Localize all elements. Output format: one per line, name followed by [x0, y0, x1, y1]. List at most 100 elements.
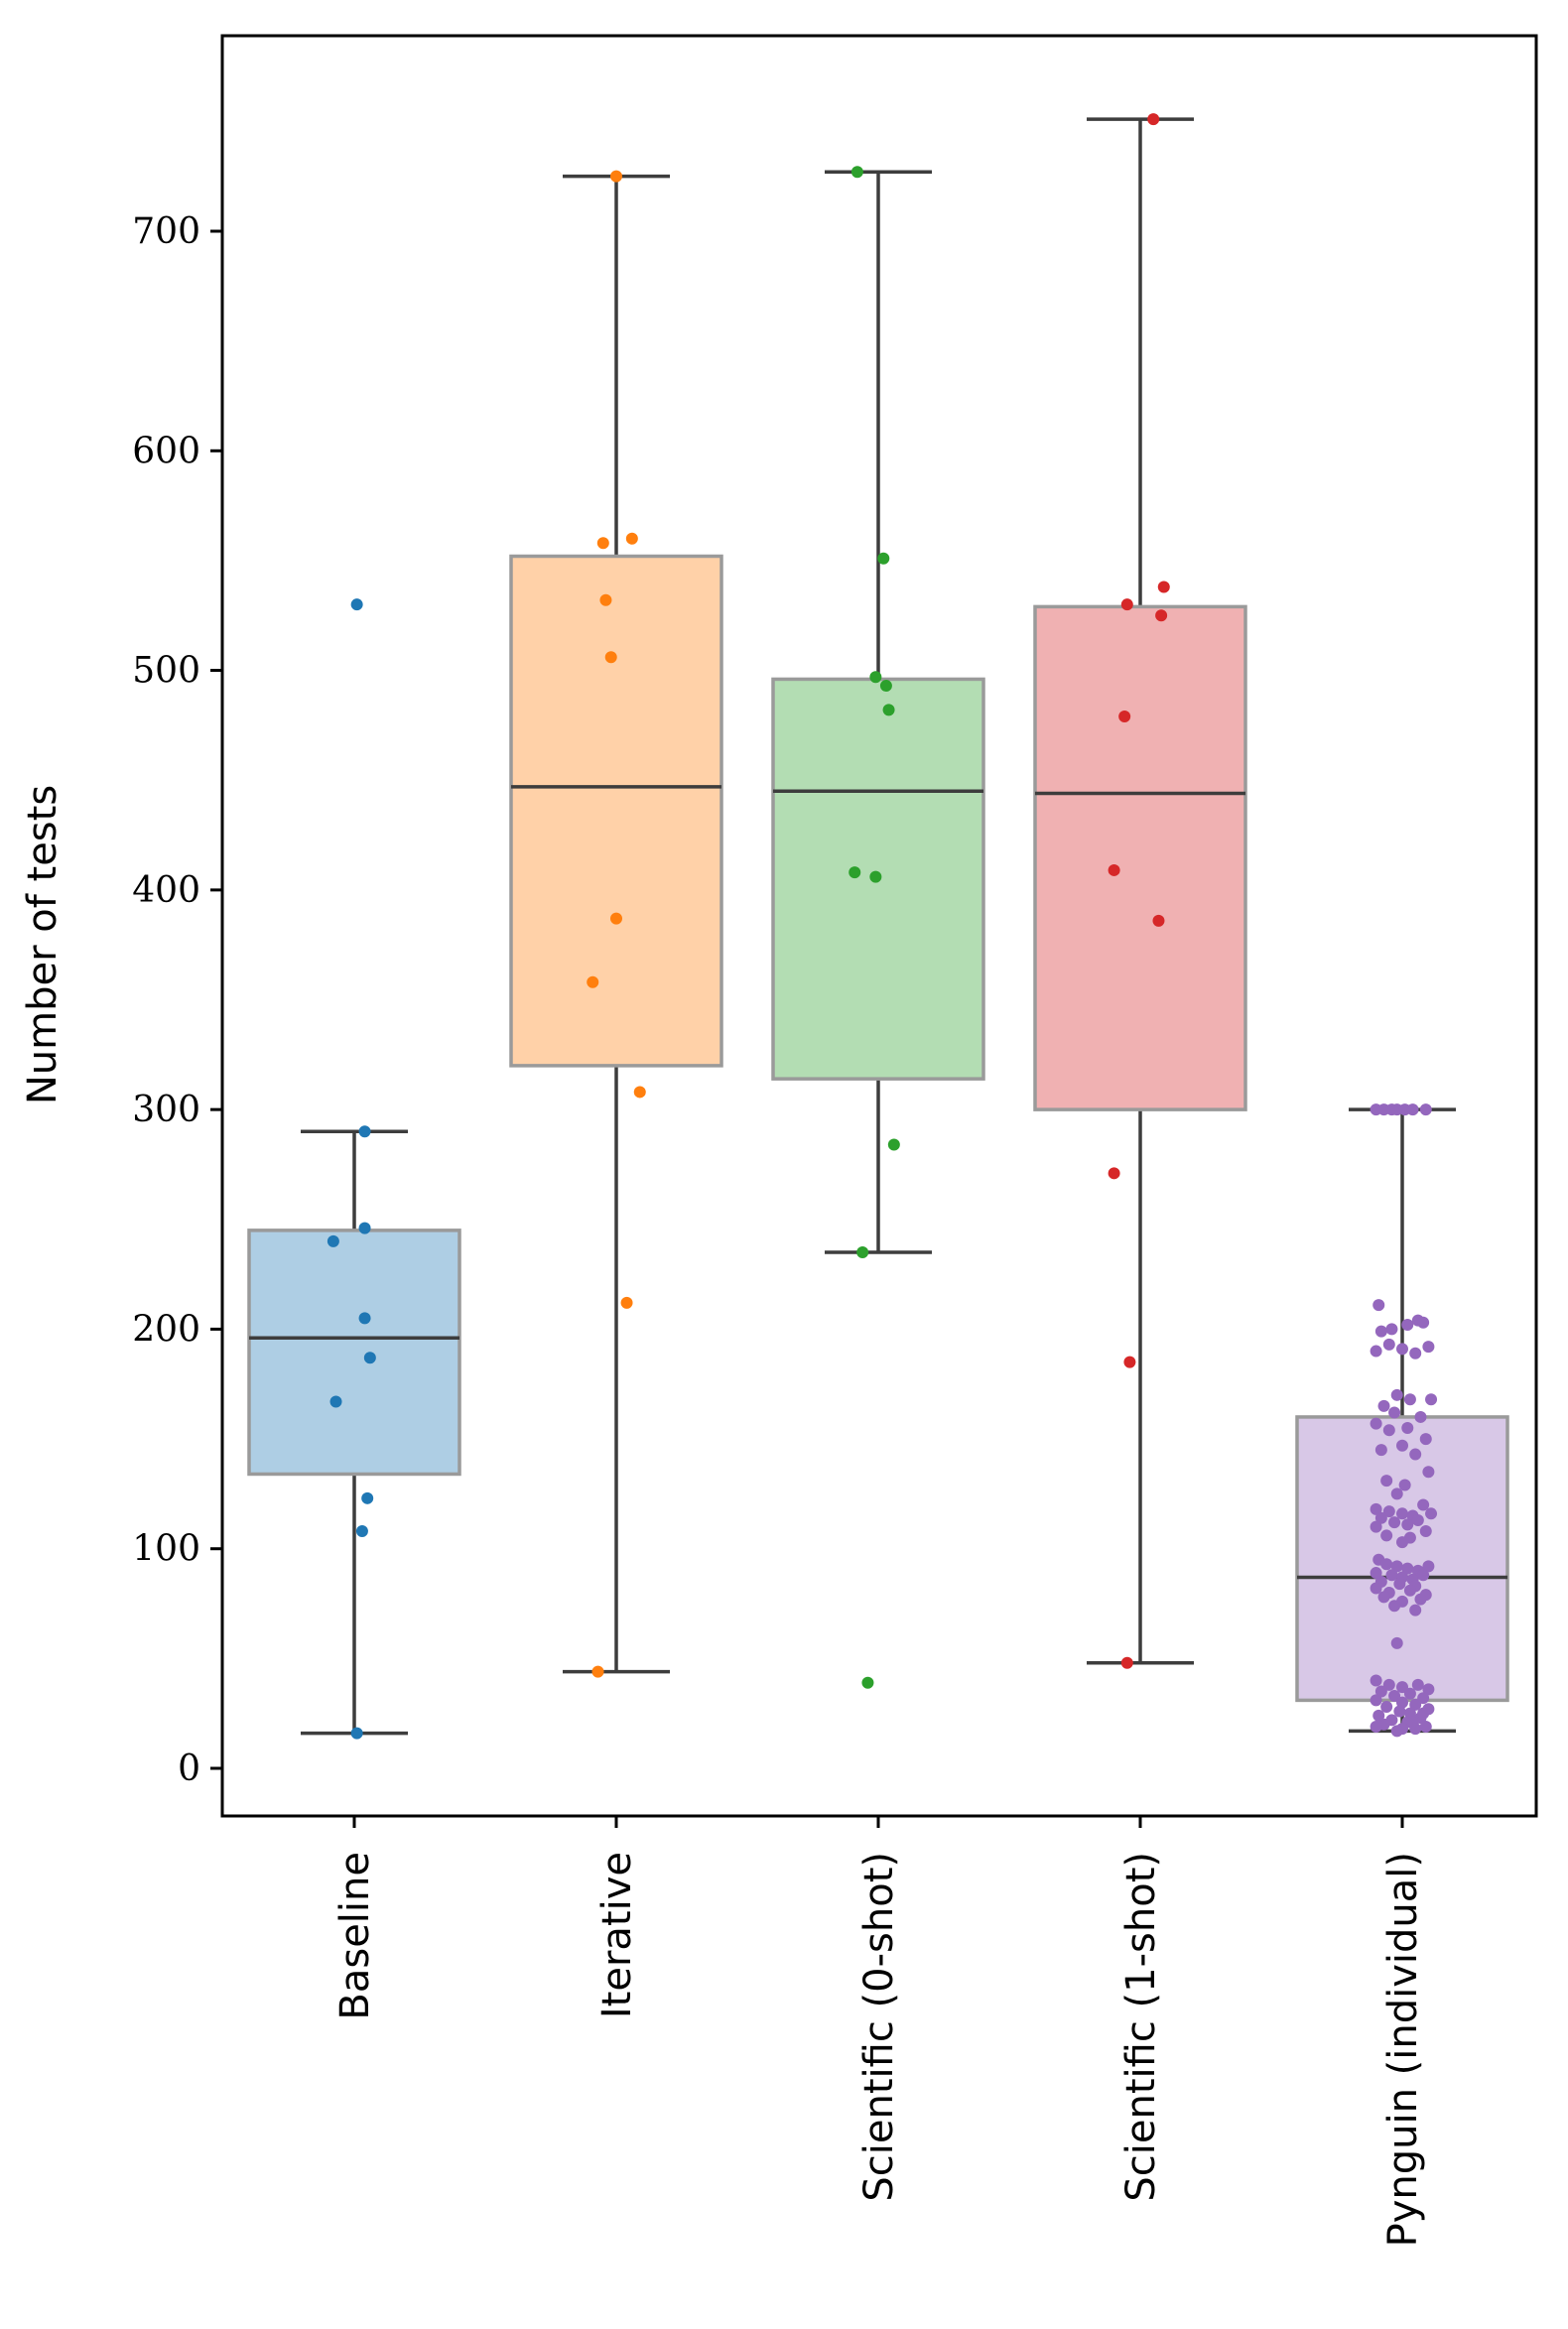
data-point — [1152, 914, 1165, 927]
data-point — [1411, 1678, 1424, 1691]
data-point — [1409, 1448, 1422, 1461]
data-point — [1108, 863, 1120, 876]
data-point — [856, 1245, 869, 1258]
data-point — [596, 537, 609, 550]
y-tick-label: 0 — [178, 1748, 200, 1789]
data-point — [850, 166, 863, 179]
data-point — [599, 593, 612, 606]
data-point — [350, 1727, 363, 1740]
x-tick-label: Iterative — [594, 1852, 640, 2018]
data-point — [1108, 1167, 1120, 1180]
data-point — [1393, 1705, 1406, 1718]
data-point — [633, 1086, 646, 1099]
data-point — [1425, 1393, 1438, 1406]
data-point — [1372, 1299, 1385, 1312]
data-point — [869, 870, 882, 883]
data-point — [1396, 1681, 1408, 1694]
axes-group: 0 100 200 300 400 500 600 700 Baseline Iterative S… — [132, 34, 1538, 2247]
data-point — [1155, 609, 1168, 622]
box-group — [247, 117, 1509, 1736]
x-tick-label: Pynguin (individual) — [1380, 1852, 1426, 2247]
data-point — [1385, 1569, 1398, 1582]
x-tick-label: Baseline — [332, 1852, 378, 2020]
data-point — [1374, 1325, 1387, 1338]
data-point — [1388, 1689, 1401, 1702]
data-point — [361, 1491, 374, 1504]
data-point — [1401, 1319, 1414, 1332]
data-point — [1370, 1694, 1382, 1707]
y-tick-label: 500 — [132, 651, 200, 692]
data-point — [1422, 1341, 1435, 1354]
data-point — [1382, 1424, 1395, 1437]
iqr-box — [509, 554, 723, 1068]
data-point — [1382, 1505, 1395, 1518]
data-point — [1370, 1520, 1382, 1533]
data-point — [363, 1352, 376, 1364]
iqr-box — [1295, 1415, 1509, 1703]
data-point — [1374, 1444, 1387, 1457]
data-point — [1403, 1687, 1416, 1700]
x-tick-label: Scientific (0-shot) — [856, 1852, 902, 2202]
data-point — [1370, 1417, 1382, 1430]
data-point — [1406, 1716, 1419, 1729]
data-point — [1417, 1498, 1430, 1511]
data-point — [610, 170, 622, 183]
data-point — [861, 1676, 874, 1689]
data-point — [591, 1665, 604, 1678]
y-tick-label: 100 — [132, 1529, 200, 1570]
data-point — [1390, 1725, 1403, 1738]
data-point — [1417, 1316, 1430, 1329]
box-iterative — [509, 174, 723, 1674]
data-point — [1422, 1560, 1435, 1573]
iqr-box — [1033, 604, 1247, 1111]
y-tick-label: 400 — [132, 870, 200, 911]
data-point — [1419, 1525, 1432, 1538]
data-point — [1372, 1709, 1385, 1722]
x-tick-label: Scientific (1-shot) — [1118, 1852, 1164, 2202]
data-point — [1414, 1593, 1427, 1606]
data-point — [1123, 1356, 1136, 1368]
data-point — [879, 680, 892, 693]
data-point — [1422, 1683, 1435, 1696]
data-point — [620, 1296, 633, 1309]
data-point — [1417, 1569, 1430, 1582]
data-point — [1409, 1698, 1422, 1711]
data-point — [1370, 1720, 1382, 1733]
y-axis-title: Number of tests — [20, 785, 65, 1104]
data-point — [1396, 1343, 1408, 1356]
data-point — [882, 704, 895, 716]
box-baseline — [247, 1129, 461, 1736]
data-point — [1388, 1516, 1401, 1529]
data-point — [1390, 1560, 1403, 1573]
data-point — [1374, 1511, 1387, 1524]
data-point — [1417, 1692, 1430, 1705]
data-point — [1370, 1502, 1382, 1515]
data-point — [1401, 1562, 1414, 1575]
data-point — [1398, 1479, 1411, 1491]
data-point — [1393, 1578, 1406, 1591]
data-point — [355, 1525, 368, 1538]
data-point — [1419, 1103, 1432, 1116]
data-point — [1380, 1529, 1393, 1542]
data-point — [625, 532, 638, 545]
data-point — [1406, 1103, 1419, 1116]
data-point — [604, 651, 617, 664]
data-point — [1390, 1636, 1403, 1649]
data-point — [1401, 1518, 1414, 1531]
data-point — [1374, 1685, 1387, 1698]
data-point — [1380, 1475, 1393, 1488]
data-point — [887, 1138, 900, 1151]
data-point — [849, 866, 861, 879]
points-group — [327, 113, 1438, 1740]
data-point — [869, 671, 882, 684]
box-pynguin-individual — [1295, 1107, 1509, 1734]
data-point — [1388, 1600, 1401, 1613]
data-point — [1382, 1678, 1395, 1691]
data-point — [350, 598, 363, 611]
data-point — [1414, 1410, 1427, 1423]
iqr-box — [247, 1229, 461, 1477]
data-point — [1147, 113, 1160, 126]
data-point — [877, 552, 890, 565]
y-tick-label: 200 — [132, 1309, 200, 1350]
